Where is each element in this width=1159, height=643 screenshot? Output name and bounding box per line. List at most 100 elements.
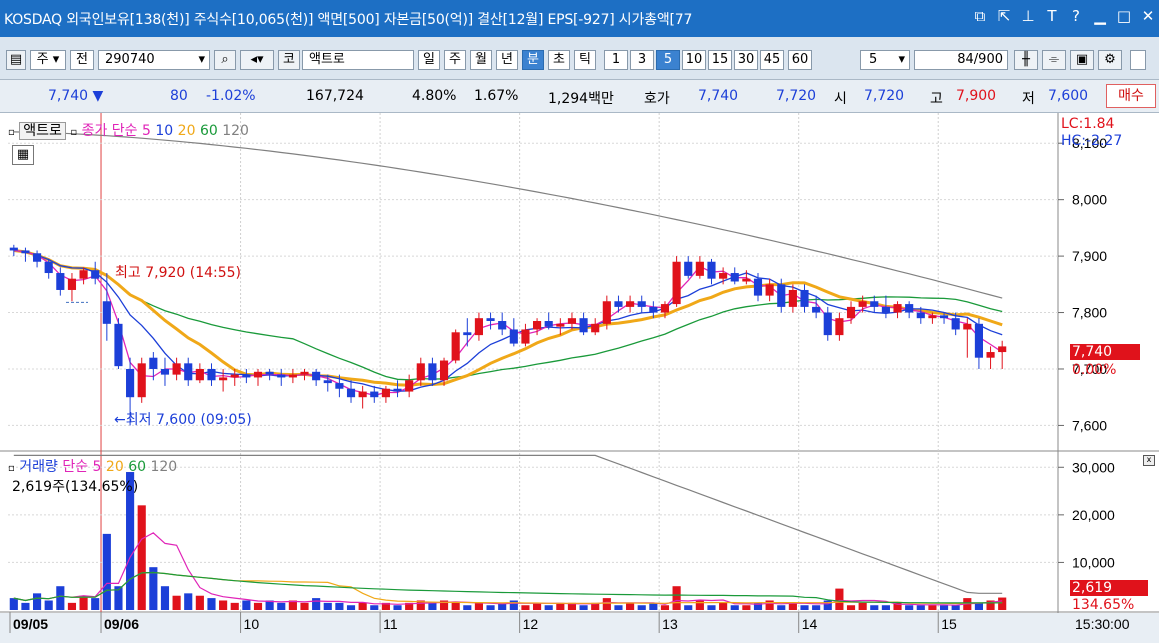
window-titlebar: KOSDAQ 외국인보유[138(천)] 주식수[10,065(천)] 액면[5… bbox=[0, 0, 1159, 37]
volume-bar bbox=[230, 602, 239, 610]
volume-bar bbox=[195, 595, 204, 610]
legend-ma5: 5 bbox=[142, 123, 151, 139]
gear-icon[interactable]: ⚙ bbox=[1098, 50, 1122, 70]
checkbox[interactable] bbox=[1130, 50, 1146, 70]
volume-tick-label-2: 10,000 bbox=[1072, 554, 1115, 570]
interval-button-60[interactable]: 60 bbox=[788, 50, 812, 70]
ask-price: 7,740 bbox=[698, 88, 739, 104]
candle-body bbox=[265, 371, 274, 375]
candle-body bbox=[591, 323, 600, 333]
count-value: 84 bbox=[957, 52, 974, 67]
font-icon[interactable]: T bbox=[1047, 7, 1057, 25]
volume-bar bbox=[79, 595, 88, 610]
legend-ma60: 60 bbox=[199, 123, 218, 139]
candle-body bbox=[114, 323, 123, 367]
price-panel-bg bbox=[0, 113, 1159, 451]
layout-icon[interactable]: ▤ bbox=[6, 50, 26, 70]
volume-bar bbox=[242, 600, 251, 610]
close-icon[interactable]: ✕ bbox=[1141, 7, 1155, 25]
candle-body bbox=[928, 315, 937, 319]
price-volume-chart[interactable]: 09/05 09/06 10 11 12 13 14 15 15:30:00 8,100 8,000… bbox=[0, 113, 1159, 643]
vol-ma60-line bbox=[13, 571, 1003, 604]
save-icon[interactable]: ▣ bbox=[1070, 50, 1094, 70]
period-tab-4[interactable]: 분 bbox=[522, 50, 544, 70]
volume-bar bbox=[451, 602, 460, 610]
ma20-line bbox=[13, 249, 1003, 387]
interval-button-15[interactable]: 15 bbox=[708, 50, 732, 70]
prev-button[interactable]: 전 bbox=[70, 50, 94, 70]
volume-bar bbox=[672, 586, 681, 610]
high-label: 고 bbox=[930, 91, 943, 107]
interval-button-1[interactable]: 1 bbox=[604, 50, 628, 70]
candle-body bbox=[765, 284, 774, 296]
candle-body bbox=[439, 360, 449, 381]
maximize-icon[interactable]: □ bbox=[1116, 7, 1132, 25]
volume-bar bbox=[986, 600, 995, 610]
pin-icon[interactable]: ⊥ bbox=[1021, 7, 1035, 25]
candle-body bbox=[951, 318, 960, 330]
volume-bar bbox=[695, 600, 704, 610]
period-tab-5[interactable]: 초 bbox=[548, 50, 570, 70]
volume-bar bbox=[184, 593, 193, 610]
candle-body bbox=[742, 278, 751, 282]
period-tab-3[interactable]: 년 bbox=[496, 50, 518, 70]
buy-button[interactable]: 매수 bbox=[1106, 84, 1156, 108]
interval-button-5[interactable]: 5 bbox=[656, 50, 680, 70]
period-tab-6[interactable]: 틱 bbox=[574, 50, 596, 70]
volume-bar bbox=[474, 602, 483, 610]
price-tick-label-2: 7,900 bbox=[1072, 248, 1107, 264]
volume-bar bbox=[91, 598, 100, 610]
period-tab-1[interactable]: 주 bbox=[444, 50, 466, 70]
candle-body bbox=[21, 250, 30, 254]
help-icon[interactable]: ? bbox=[1072, 7, 1080, 25]
minimize-icon[interactable]: ▁ bbox=[1094, 7, 1106, 25]
period-tab-0[interactable]: 일 bbox=[418, 50, 440, 70]
volume-bar bbox=[21, 602, 30, 610]
table-icon[interactable]: ▦ bbox=[12, 145, 34, 165]
x-axis-bg bbox=[0, 613, 1159, 643]
volume-bar bbox=[707, 605, 716, 610]
volume-bar bbox=[300, 602, 309, 610]
volume-bar bbox=[416, 600, 425, 610]
speaker-icon[interactable]: ◂▾ bbox=[240, 50, 274, 70]
candle-icon[interactable]: ╫ bbox=[1014, 50, 1038, 70]
candle-body bbox=[486, 318, 495, 322]
stock-name-field[interactable]: 액트로 bbox=[302, 50, 414, 70]
price-tick-label-5: 7,600 bbox=[1072, 417, 1107, 433]
volume-bar bbox=[870, 605, 879, 610]
interval-select[interactable]: 5 ▾ bbox=[860, 50, 910, 70]
candle-body bbox=[79, 270, 88, 279]
restore-icon[interactable]: ⧉ bbox=[974, 7, 986, 25]
candle-body bbox=[672, 261, 681, 305]
interval-button-45[interactable]: 45 bbox=[760, 50, 784, 70]
candle-body bbox=[614, 301, 623, 307]
change-percent: -1.02% bbox=[206, 88, 256, 104]
volume-info: 2,619주(134.65%) bbox=[12, 479, 139, 495]
volume-bar bbox=[544, 605, 553, 610]
popout-icon[interactable]: ⇱ bbox=[997, 7, 1011, 25]
search-icon[interactable]: ⌕ bbox=[214, 50, 236, 70]
low-annotation: ←최저 7,600 (09:05) bbox=[114, 412, 252, 428]
period-tab-2[interactable]: 월 bbox=[470, 50, 492, 70]
panel-close-icon[interactable]: x bbox=[1143, 455, 1155, 466]
interval-button-10[interactable]: 10 bbox=[682, 50, 706, 70]
candle-body bbox=[986, 352, 995, 358]
candle-body bbox=[695, 261, 704, 276]
volume-bar bbox=[649, 602, 658, 610]
count-field[interactable]: 84/900 bbox=[914, 50, 1008, 70]
volume-bar bbox=[288, 600, 297, 610]
interval-button-3[interactable]: 3 bbox=[630, 50, 654, 70]
price-tick-label-3: 7,800 bbox=[1072, 305, 1107, 321]
volume-bar bbox=[33, 593, 42, 610]
stock-name-label[interactable]: 액트로 bbox=[19, 122, 66, 140]
volume-bar bbox=[219, 600, 228, 610]
code-input[interactable]: 290740 ▾ bbox=[98, 50, 210, 70]
volume-bar bbox=[160, 586, 170, 610]
candle-body bbox=[172, 363, 181, 375]
legend-vol-ma5: 5 bbox=[92, 459, 102, 475]
count-total: /900 bbox=[973, 52, 1003, 67]
crosshair-icon[interactable]: ⌯ bbox=[1042, 50, 1066, 70]
volume-bar bbox=[602, 598, 611, 610]
interval-button-30[interactable]: 30 bbox=[734, 50, 758, 70]
period-type-select[interactable]: 주 ▾ bbox=[30, 50, 66, 70]
